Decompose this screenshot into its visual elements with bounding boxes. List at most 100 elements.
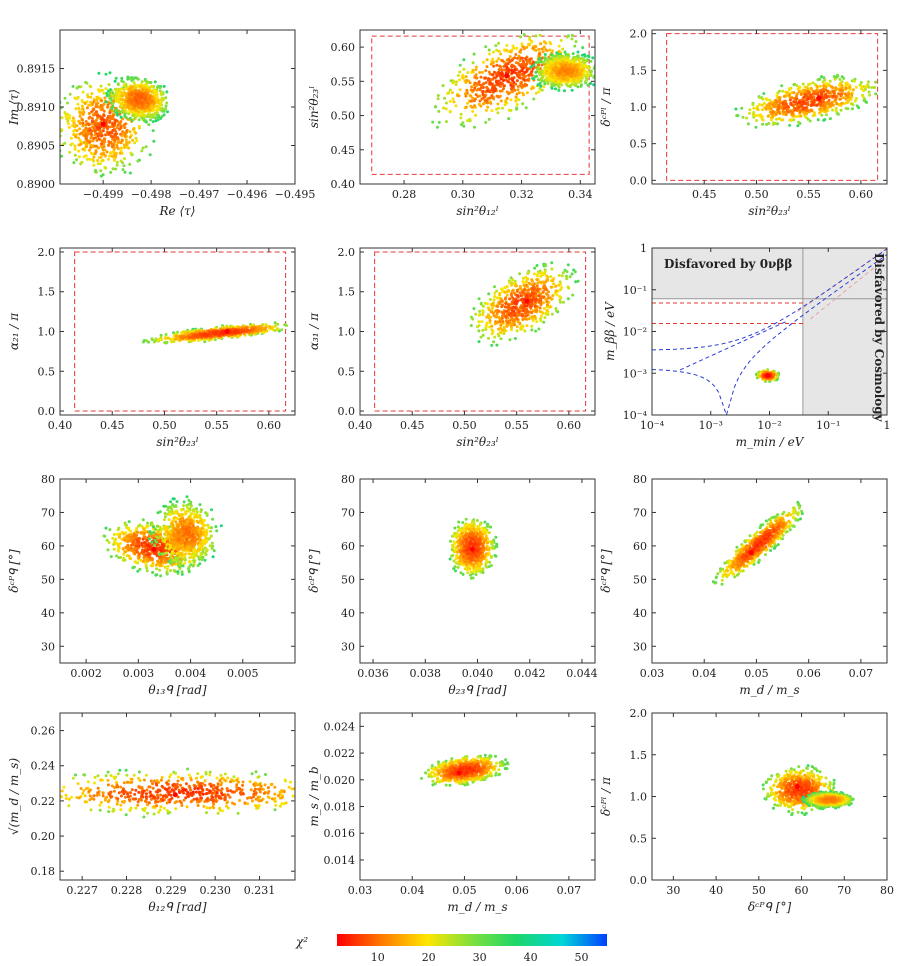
- scatter-point: [579, 75, 583, 78]
- scatter-point: [154, 563, 158, 567]
- scatter-point: [206, 333, 209, 337]
- x-tick-label: 0.45: [692, 188, 717, 201]
- scatter-point: [530, 311, 534, 315]
- scatter-point: [130, 101, 134, 105]
- scatter-point: [72, 161, 76, 165]
- scatter-point: [521, 314, 525, 318]
- scatter-point: [560, 83, 564, 87]
- scatter-point: [458, 70, 462, 74]
- scatter-point: [538, 306, 542, 310]
- scatter-point: [514, 53, 518, 56]
- scatter-point: [114, 76, 118, 80]
- scatter-point: [782, 94, 786, 98]
- scatter-point: [275, 327, 279, 331]
- scatter-point: [134, 136, 138, 140]
- scatter-point: [799, 92, 803, 96]
- scatter-point: [498, 64, 502, 68]
- scatter-point: [129, 151, 133, 155]
- scatter-point: [514, 300, 518, 304]
- scatter-point: [574, 40, 578, 44]
- scatter-point: [549, 60, 553, 64]
- scatter-point: [539, 314, 543, 318]
- scatter-point: [116, 136, 120, 140]
- scatter-point: [550, 267, 554, 271]
- scatter-point: [809, 108, 813, 112]
- scatter-point: [840, 101, 844, 105]
- scatter-point: [100, 139, 104, 143]
- scatter-point: [188, 559, 192, 563]
- scatter-point: [78, 139, 82, 143]
- scatter-point: [92, 155, 96, 159]
- scatter-point: [582, 60, 586, 64]
- scatter-point: [202, 329, 206, 333]
- scatter-cluster-0: [734, 73, 878, 129]
- scatter-point: [531, 46, 535, 50]
- scatter-point: [511, 44, 515, 48]
- scatter-point: [91, 158, 95, 162]
- scatter-point: [854, 85, 858, 89]
- scatter-point: [481, 89, 485, 93]
- scatter-point: [762, 92, 766, 96]
- scatter-point: [826, 89, 830, 93]
- scatter-point: [79, 142, 83, 146]
- scatter-point: [758, 103, 762, 106]
- scatter-point: [522, 47, 526, 51]
- scatter-point: [515, 314, 519, 318]
- scatter-point: [81, 124, 85, 128]
- scatter-point: [165, 101, 169, 105]
- scatter-point: [84, 154, 88, 158]
- scatter-point: [108, 90, 112, 94]
- scatter-point: [481, 304, 485, 308]
- scatter-point: [160, 96, 164, 100]
- scatter-point: [109, 98, 113, 101]
- scatter-point: [127, 140, 131, 144]
- scatter-point: [156, 107, 160, 111]
- scatter-point: [566, 77, 570, 81]
- scatter-point: [778, 98, 781, 102]
- scatter-point: [214, 332, 218, 336]
- scatter-point: [102, 102, 106, 106]
- scatter-point: [145, 101, 149, 105]
- scatter-point: [537, 294, 541, 298]
- scatter-point: [158, 104, 162, 108]
- scatter-point: [492, 340, 496, 344]
- scatter-point: [77, 149, 81, 153]
- scatter-point: [542, 295, 546, 299]
- scatter-point: [502, 87, 505, 91]
- scatter-point: [523, 311, 527, 315]
- scatter-point: [129, 98, 133, 102]
- scatter-point: [82, 129, 86, 132]
- scatter-point: [767, 114, 771, 118]
- scatter-point: [56, 108, 59, 111]
- y-tick-label: 0.8905: [17, 140, 56, 153]
- scatter-point: [169, 569, 172, 573]
- x-tick-label: 0.45: [100, 419, 125, 432]
- scatter-point: [110, 154, 114, 158]
- scatter-point: [450, 91, 454, 95]
- scatter-point: [545, 300, 549, 304]
- scatter-point: [170, 340, 173, 344]
- scatter-point: [75, 86, 79, 90]
- scatter-point: [126, 99, 130, 103]
- scatter-point: [110, 107, 114, 111]
- scatter-point: [151, 108, 155, 112]
- scatter-point: [866, 80, 870, 84]
- scatter-point: [542, 307, 546, 310]
- scatter-point: [113, 121, 117, 125]
- scatter-point: [530, 279, 534, 283]
- scatter-point: [77, 136, 81, 140]
- scatter-point: [485, 58, 489, 62]
- scatter-point: [95, 95, 99, 99]
- scatter-point: [70, 142, 74, 146]
- scatter-point: [599, 75, 602, 78]
- scatter-point: [491, 84, 495, 88]
- scatter-point: [754, 125, 758, 129]
- scatter-point: [775, 93, 779, 97]
- scatter-point: [80, 99, 84, 102]
- scatter-point: [99, 152, 103, 156]
- scatter-point: [76, 102, 80, 106]
- scatter-point: [142, 527, 146, 531]
- scatter-point: [89, 143, 93, 147]
- scatter-point: [174, 334, 178, 338]
- scatter-point: [785, 91, 789, 94]
